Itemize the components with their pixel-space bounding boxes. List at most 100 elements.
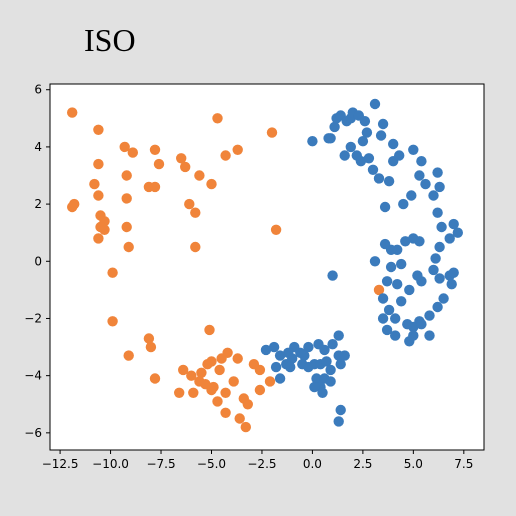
scatter-point <box>121 170 132 181</box>
scatter-point <box>99 224 110 235</box>
scatter-point <box>176 153 187 164</box>
scatter-point <box>220 407 231 418</box>
scatter-point <box>434 241 445 253</box>
scatter-point <box>174 387 185 398</box>
scatter-point <box>390 313 401 324</box>
scatter-point <box>361 127 373 138</box>
scatter-point <box>311 373 322 384</box>
scatter-point <box>107 267 118 278</box>
y-tick-label: 4 <box>34 140 42 154</box>
scatter-point <box>145 341 157 353</box>
scatter-point <box>260 344 272 356</box>
scatter-point <box>390 330 401 341</box>
scatter-point <box>396 296 407 307</box>
scatter-point <box>188 387 199 398</box>
scatter-point <box>333 330 344 341</box>
scatter-point <box>381 324 393 336</box>
scatter-point <box>428 190 439 201</box>
scatter-point <box>448 218 459 230</box>
scatter-point <box>379 238 391 250</box>
scatter-point <box>404 284 415 296</box>
scatter-point <box>416 156 427 167</box>
scatter-point <box>93 124 104 135</box>
scatter-point <box>335 404 346 416</box>
scatter-point <box>448 267 459 278</box>
scatter-point <box>434 181 445 193</box>
scatter-point <box>408 233 419 244</box>
scatter-point <box>339 150 350 161</box>
ticks-layer: −12.5 −10.0 −7.5 −5.0 −2.5 0.0 2.5 5.0 7.5 −6 −4 −2… <box>24 83 473 471</box>
scatter-point <box>285 361 296 373</box>
scatter-point <box>359 116 371 127</box>
scatter-point <box>190 241 201 253</box>
points-layer <box>67 98 463 433</box>
scatter-point <box>242 399 253 410</box>
scatter-point <box>375 130 387 141</box>
scatter-point <box>385 261 397 273</box>
scatter-point <box>369 98 381 110</box>
scatter-point <box>432 301 443 313</box>
scatter-point <box>367 164 379 175</box>
scatter-point <box>204 324 215 336</box>
scatter-point <box>234 413 245 424</box>
scatter-point <box>394 150 405 161</box>
scatter-point <box>325 133 336 144</box>
x-tick-label: −10.0 <box>92 457 129 471</box>
x-tick-label: 5.0 <box>404 457 423 471</box>
scatter-point <box>240 421 251 433</box>
scatter-point <box>196 367 207 378</box>
x-tick-label: 7.5 <box>454 457 473 471</box>
scatter-point <box>313 339 324 350</box>
scatter-point <box>180 161 191 173</box>
scatter-point <box>266 127 278 138</box>
scatter-point <box>206 178 217 190</box>
scatter-point <box>307 136 318 147</box>
scatter-point <box>309 381 320 393</box>
scatter-point <box>335 359 346 370</box>
scatter-point <box>232 144 243 155</box>
scatter-point <box>424 330 435 341</box>
scatter-point <box>123 350 134 361</box>
scatter-point <box>424 310 435 321</box>
scatter-point <box>303 341 314 353</box>
scatter-point <box>93 190 104 201</box>
scatter-point <box>232 353 243 364</box>
scatter-point <box>355 156 367 167</box>
y-tick-label: −6 <box>24 426 42 440</box>
scatter-point <box>93 233 104 244</box>
scatter-point <box>274 373 286 384</box>
scatter-point <box>327 339 338 350</box>
scatter-point <box>383 304 395 316</box>
scatter-point <box>373 284 385 296</box>
scatter-point <box>377 313 389 324</box>
scatter-point <box>339 350 350 361</box>
scatter-point <box>317 387 328 398</box>
scatter-point <box>383 176 395 187</box>
scatter-point <box>438 293 449 304</box>
x-tick-label: 2.5 <box>353 457 372 471</box>
x-tick-label: −7.5 <box>146 457 175 471</box>
scatter-point <box>408 330 419 341</box>
scatter-point <box>432 207 443 218</box>
scatter-point <box>396 258 407 270</box>
scatter-point <box>363 153 375 164</box>
scatter-point <box>143 333 155 344</box>
scatter-point <box>149 144 161 155</box>
scatter-point <box>446 279 457 290</box>
y-tick-label: 0 <box>34 254 42 268</box>
scatter-point <box>93 158 104 170</box>
scatter-point <box>381 276 393 287</box>
plot-area <box>49 83 485 451</box>
x-tick-label: −12.5 <box>42 457 79 471</box>
scatter-point <box>184 198 195 210</box>
scatter-point <box>270 361 282 373</box>
scatter-point <box>325 376 336 387</box>
scatter-point <box>248 359 260 370</box>
scatter-point <box>89 178 100 190</box>
scatter-point <box>228 376 239 387</box>
x-tick-label: −2.5 <box>247 457 276 471</box>
scatter-point <box>149 181 161 193</box>
scatter-point <box>416 319 427 330</box>
y-tick-label: −2 <box>24 311 42 325</box>
scatter-point <box>264 376 276 387</box>
